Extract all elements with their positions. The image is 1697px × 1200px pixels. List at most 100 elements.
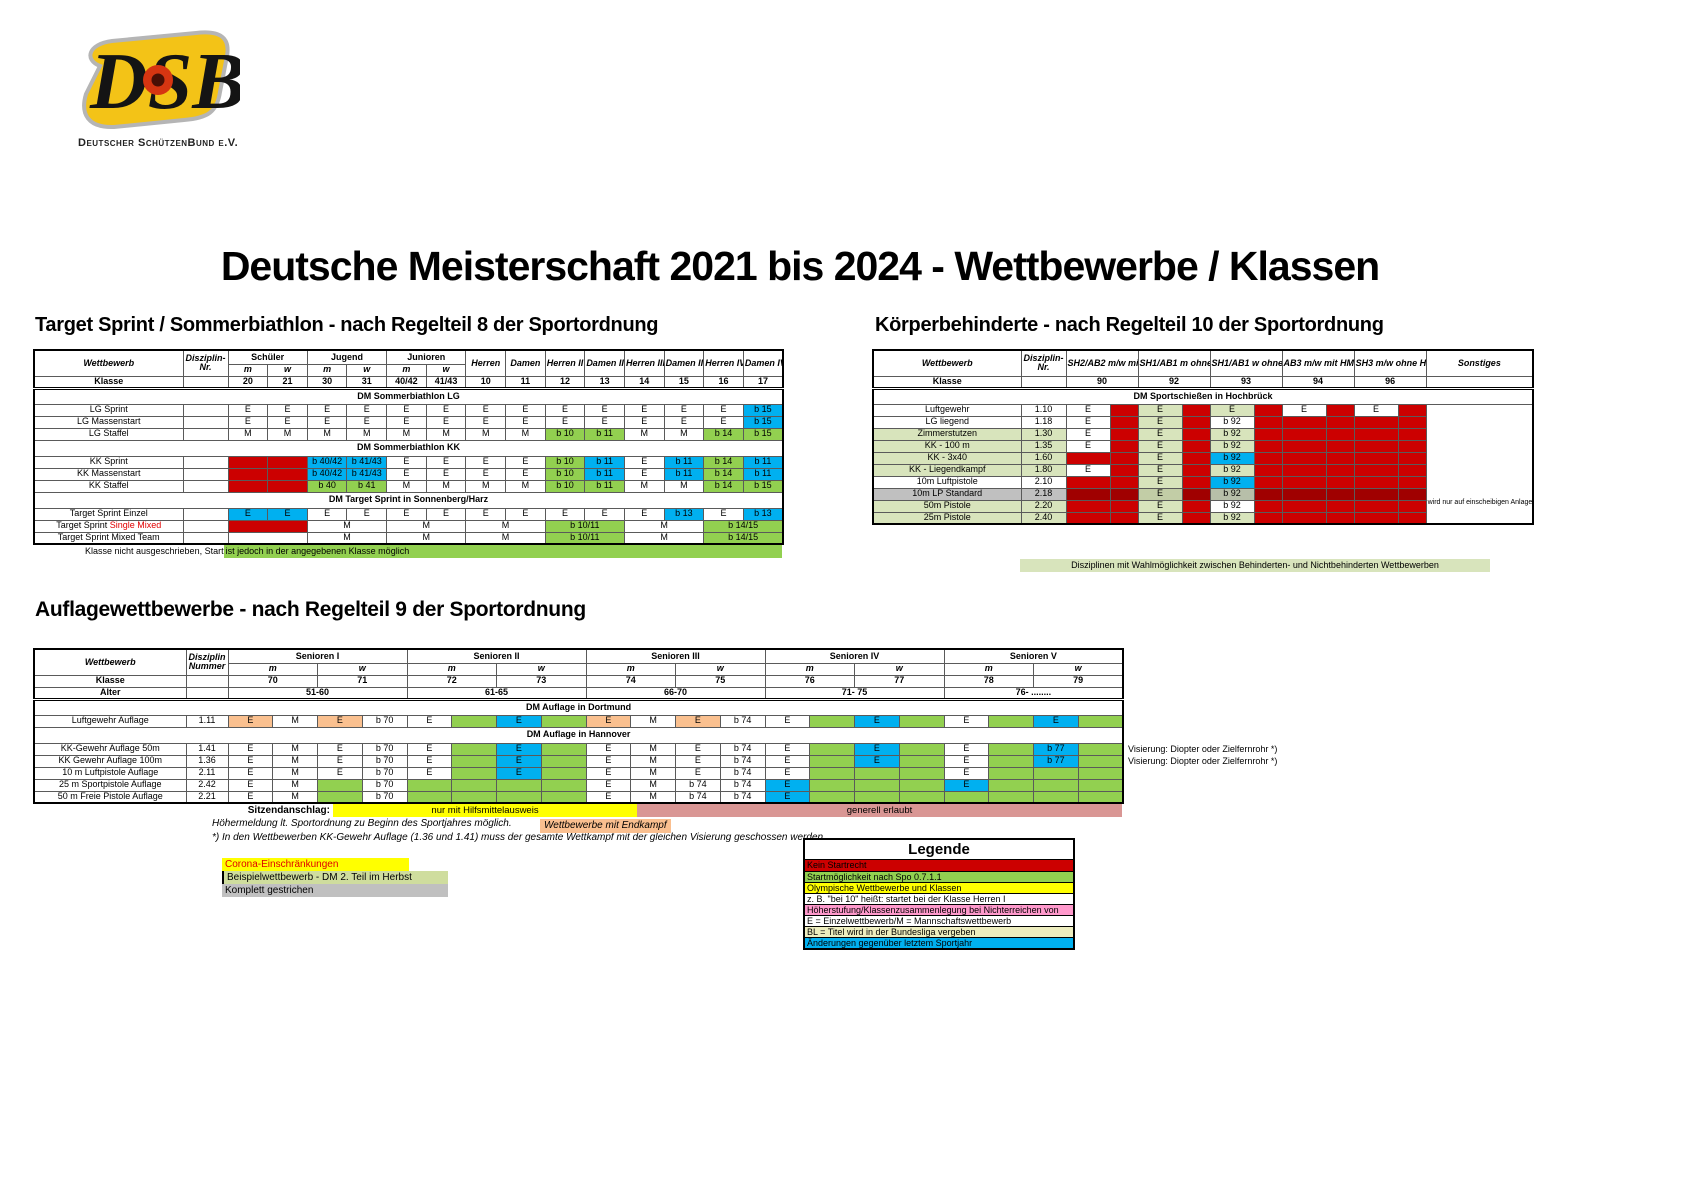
- data-row: KK - 100 m 1.35 E E b 92: [872, 439, 1533, 453]
- mw-header: w: [317, 662, 408, 676]
- grid-cell: [1325, 439, 1355, 453]
- grid-cell: b 41/43: [346, 467, 388, 481]
- grid-cell: E: [1209, 403, 1255, 417]
- grid-cell: E: [227, 415, 269, 429]
- grid-cell: E: [584, 507, 625, 521]
- grid-cell: E: [425, 455, 467, 469]
- grid-cell: [1109, 499, 1139, 513]
- grid-cell: b 92: [1209, 451, 1255, 465]
- alter-empty: [185, 686, 229, 701]
- grid-cell: E: [465, 507, 507, 521]
- grid-cell: b 92: [1209, 439, 1255, 453]
- grid-cell: [540, 754, 587, 768]
- grid-cell: E: [227, 714, 274, 728]
- grid-cell: E: [465, 455, 507, 469]
- legende-title: Legende: [805, 840, 1073, 860]
- grid-cell: [1397, 415, 1427, 429]
- visierung-note: Visierung: Diopter oder Zielfernrohr *): [1128, 756, 1278, 766]
- grid-cell: [1353, 499, 1399, 513]
- grid-cell: M: [623, 479, 665, 493]
- row-label: 25 m Sportpistole Auflage: [33, 778, 187, 792]
- grid-cell: b 77: [1033, 742, 1079, 756]
- grid-cell: [1077, 742, 1124, 756]
- grid-cell: [898, 742, 945, 756]
- group-header: Herren II: [544, 349, 586, 377]
- section-title: DM Sommerbiathlon LG: [33, 387, 784, 405]
- grid-cell: [1065, 475, 1111, 489]
- klasse-value: 16: [703, 375, 744, 390]
- grid-cell: E: [585, 790, 632, 804]
- grid-cell: [1253, 499, 1283, 513]
- grid-cell: [1109, 403, 1139, 417]
- grid-cell: M: [630, 790, 677, 804]
- mw-header: m: [306, 363, 348, 377]
- grid-cell: [1077, 754, 1124, 768]
- grid-cell: E: [505, 455, 546, 469]
- grid-cell: [451, 754, 498, 768]
- disziplin-nr: 2.21: [185, 790, 229, 804]
- grid-cell: E: [764, 778, 811, 792]
- row-label: LG liegend: [872, 415, 1022, 429]
- grid-cell: E: [306, 415, 348, 429]
- grid-cell: M: [272, 754, 318, 768]
- sitzendanschlag-salmon-band: generell erlaubt: [637, 804, 1122, 817]
- grid-cell: b 41/43: [346, 455, 388, 469]
- klasse-empty: [1020, 375, 1067, 390]
- grid-cell: [1181, 415, 1211, 429]
- grid-cell: b 11: [584, 427, 625, 441]
- grid-cell: [317, 790, 363, 804]
- grid-cell: E: [1065, 415, 1111, 429]
- klasse-value: 94: [1281, 375, 1355, 390]
- grid-cell: [1325, 499, 1355, 513]
- legende-item: Kein Startrecht: [805, 860, 1073, 871]
- data-row: 10m Luftpistole 2.10 E b 92: [872, 475, 1533, 489]
- grid-cell: b 11: [663, 467, 705, 481]
- grid-cell: E: [317, 742, 363, 756]
- grid-cell: E: [544, 403, 586, 417]
- row-label: LG Sprint: [33, 403, 184, 417]
- mw-header: w: [267, 363, 308, 377]
- klasse-value: 72: [406, 674, 498, 688]
- grid-cell: b 70: [361, 714, 408, 728]
- grid-cell: E: [496, 742, 542, 756]
- grid-cell: [406, 790, 453, 804]
- grid-cell: [1181, 403, 1211, 417]
- grid-cell: [1397, 439, 1427, 453]
- grid-cell: [1281, 475, 1327, 489]
- footnote-plain: Klasse nicht ausgeschrieben, Start: [85, 546, 224, 556]
- grid-cell: [1181, 439, 1211, 453]
- grid-cell: [1281, 427, 1327, 441]
- grid-cell: b 70: [361, 790, 408, 804]
- klasse-value: 71: [317, 674, 408, 688]
- legende-items: Kein Startrecht Startmöglichkeit nach Spo…: [805, 860, 1073, 948]
- disziplin-nr: [182, 531, 229, 545]
- grid-cell: b 40/42: [306, 467, 348, 481]
- klasse-value: 30: [306, 375, 348, 390]
- mw-header: m: [585, 662, 677, 676]
- grid-cell: [1353, 487, 1399, 501]
- col-header-disziplin: Disziplin- Nr.: [1020, 349, 1067, 377]
- dsb-logo: DSB Deutscher SchützenBund e.V.: [70, 26, 250, 166]
- klasse-value: 73: [496, 674, 587, 688]
- grid-cell: [1065, 487, 1111, 501]
- grid-cell: [1281, 451, 1327, 465]
- grid-cell: [988, 714, 1035, 728]
- legende-item: Änderungen gegenüber letztem Sportjahr: [805, 937, 1073, 948]
- grid-cell: M: [386, 531, 467, 545]
- klasse-value: 11: [505, 375, 546, 390]
- grid-cell: E: [1137, 451, 1183, 465]
- grid-cell: [1397, 463, 1427, 477]
- grid-cell: E: [854, 714, 900, 728]
- grid-cell: b 92: [1209, 499, 1255, 513]
- grid-cell: E: [943, 742, 990, 756]
- grid-cell: E: [386, 403, 427, 417]
- grid-cell: b 10: [544, 467, 586, 481]
- grid-cell: [1181, 451, 1211, 465]
- grid-cell: E: [465, 415, 507, 429]
- page-title: Deutsche Meisterschaft 2021 bis 2024 - W…: [220, 243, 1380, 289]
- group-header: Senioren V: [943, 648, 1124, 664]
- grid-cell: [1065, 499, 1111, 513]
- row-label: KK - 100 m: [872, 439, 1022, 453]
- klasse-value: 93: [1209, 375, 1283, 390]
